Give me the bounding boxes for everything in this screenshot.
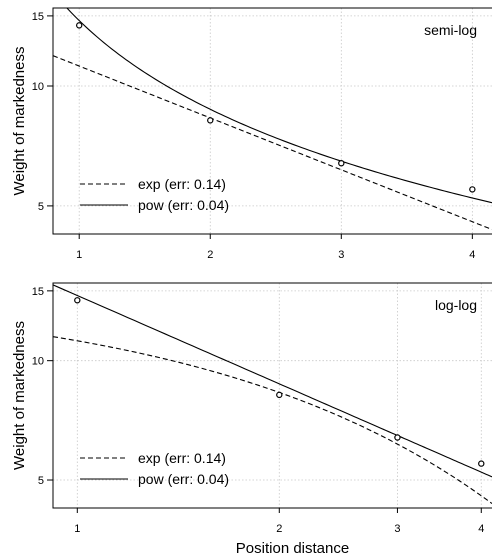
series-line-power [66,8,492,204]
legend-label: exp (err: 0.14) [138,176,226,192]
series-line-power [53,284,492,478]
x-tick-label: 3 [394,523,400,535]
legend: exp (err: 0.14) pow (err: 0.04) [80,450,229,487]
y-tick-label: 5 [38,475,44,487]
chart-panel-log-log: 5 10 15 1 2 3 4 Weight of markedness Position di… [11,282,492,555]
series-line-exponential [53,336,492,504]
y-tick-label: 10 [32,356,44,368]
x-tick-label: 4 [469,249,475,261]
data-point [469,186,476,193]
chart-panel-semi-log: 5 10 15 1 2 3 4 Weight of markedness semi-log exp… [11,7,492,261]
y-axis-title: Weight of markedness [11,321,28,470]
data-point [276,391,283,399]
curves-group [53,284,492,504]
panel-label: semi-log [424,22,477,38]
curves-group [53,8,492,231]
data-point [478,460,485,467]
plot-frame [52,282,492,509]
data-point [76,22,83,29]
y-tick-label: 15 [32,11,44,23]
data-point [338,159,345,167]
x-tick-label: 4 [478,523,484,535]
data-point [74,297,81,304]
data-point [394,434,401,441]
series-line-exponential [53,55,492,231]
legend-label: pow (err: 0.04) [138,197,229,213]
x-tick-label: 1 [74,523,80,535]
y-tick-label: 5 [38,201,44,213]
data-point [207,117,214,124]
x-tick-label: 2 [207,249,213,261]
y-tick-label: 10 [32,81,44,93]
legend-label: pow (err: 0.04) [138,471,229,487]
x-tick-label: 1 [76,249,82,261]
plot-frame [52,7,492,235]
x-axis-title: Position distance [236,540,349,555]
panel-label: log-log [435,297,477,313]
x-tick-label: 3 [338,249,344,261]
y-tick-label: 15 [32,286,44,298]
x-tick-label: 2 [276,523,282,535]
legend-label: exp (err: 0.14) [138,450,226,466]
legend: exp (err: 0.14) pow (err: 0.04) [80,176,229,213]
y-axis-title: Weight of markedness [11,47,28,196]
